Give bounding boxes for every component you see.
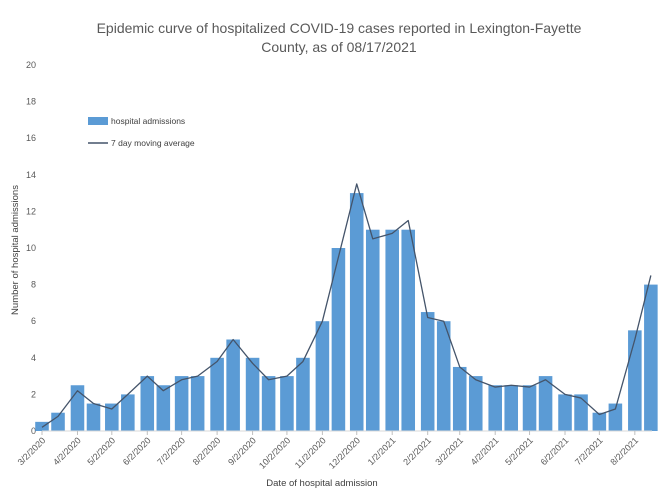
bar: [436, 321, 451, 431]
x-tick-label: 6/2/2020: [121, 435, 153, 467]
bar: [385, 229, 399, 431]
bar: [349, 193, 364, 431]
x-tick-label: 4/2/2021: [469, 435, 501, 467]
chart-title-line-1: Epidemic curve of hospitalized COVID-19 …: [97, 20, 582, 36]
y-tick-label: 14: [26, 170, 36, 180]
bar: [592, 412, 607, 431]
bar: [538, 376, 553, 431]
bar: [296, 357, 310, 431]
bar: [35, 421, 49, 431]
bar: [488, 385, 502, 431]
bar: [174, 376, 189, 431]
bar: [558, 394, 572, 431]
x-tick-label: 4/2/2020: [51, 435, 83, 467]
bar: [86, 403, 101, 431]
bar: [315, 321, 330, 431]
y-tick-label: 0: [31, 426, 36, 436]
x-tick-label: 7/2/2021: [573, 435, 605, 467]
x-tick-label: 3/2/2021: [433, 435, 465, 467]
bar: [210, 357, 224, 431]
bar: [365, 229, 380, 431]
legend: hospital admissions 7 day moving average: [88, 116, 195, 148]
legend-bar-label: hospital admissions: [111, 116, 185, 126]
bar: [70, 385, 85, 431]
bar: [452, 366, 467, 431]
x-axis-ticks: 3/2/2020 4/2/2020 5/2/2020 6/2/2020 7/2/2020…: [16, 431, 640, 471]
y-axis-ticks: 0 2 4 6 8 10 12 14 16 18 20: [26, 60, 36, 436]
bar: [504, 385, 519, 431]
bar: [226, 339, 240, 431]
x-tick-label: 8/2/2020: [191, 435, 223, 467]
x-tick-label: 8/2/2021: [608, 435, 640, 467]
bar: [190, 376, 205, 431]
bar: [420, 312, 435, 431]
bar: [156, 385, 171, 431]
y-tick-label: 12: [26, 206, 36, 216]
bar: [644, 284, 658, 431]
x-tick-label: 7/2/2020: [155, 435, 187, 467]
y-axis-title: Number of hospital admissions: [10, 185, 21, 315]
bar: [140, 376, 155, 431]
x-tick-label: 10/2/2020: [257, 435, 292, 470]
x-tick-label: 9/2/2020: [226, 435, 258, 467]
bar: [628, 330, 642, 431]
legend-line-label: 7 day moving average: [111, 138, 195, 148]
bar: [468, 376, 483, 431]
x-tick-label: 6/2/2021: [539, 435, 571, 467]
moving-average-line: [41, 183, 652, 428]
bar: [261, 376, 276, 431]
y-tick-label: 20: [26, 60, 36, 70]
chart-title-line-2: County, as of 08/17/2021: [261, 39, 417, 55]
y-tick-label: 10: [26, 243, 36, 253]
y-tick-label: 8: [31, 280, 36, 290]
x-tick-label: 12/2/2020: [327, 435, 362, 470]
bar: [280, 376, 294, 431]
bar: [105, 403, 119, 431]
bar: [245, 357, 260, 431]
y-tick-label: 18: [26, 97, 36, 107]
bar: [401, 229, 416, 431]
bar: [574, 394, 588, 431]
bars-group: [35, 193, 658, 431]
x-tick-label: 3/2/2020: [16, 435, 48, 467]
x-tick-label: 2/2/2021: [401, 435, 433, 467]
y-tick-label: 4: [31, 353, 36, 363]
x-tick-label: 11/2/2020: [293, 435, 328, 470]
bar: [51, 412, 65, 431]
x-tick-label: 5/2/2020: [85, 435, 117, 467]
x-axis-title: Date of hospital admission: [266, 478, 377, 489]
y-tick-label: 2: [31, 389, 36, 399]
y-tick-label: 6: [31, 316, 36, 326]
bar: [121, 394, 135, 431]
legend-bar-swatch: [88, 117, 108, 125]
bar: [522, 385, 537, 431]
moving-average-layer: [41, 183, 652, 428]
y-tick-label: 16: [26, 133, 36, 143]
bar: [331, 248, 346, 431]
x-tick-label: 5/2/2021: [503, 435, 535, 467]
x-tick-label: 1/2/2021: [366, 435, 398, 467]
